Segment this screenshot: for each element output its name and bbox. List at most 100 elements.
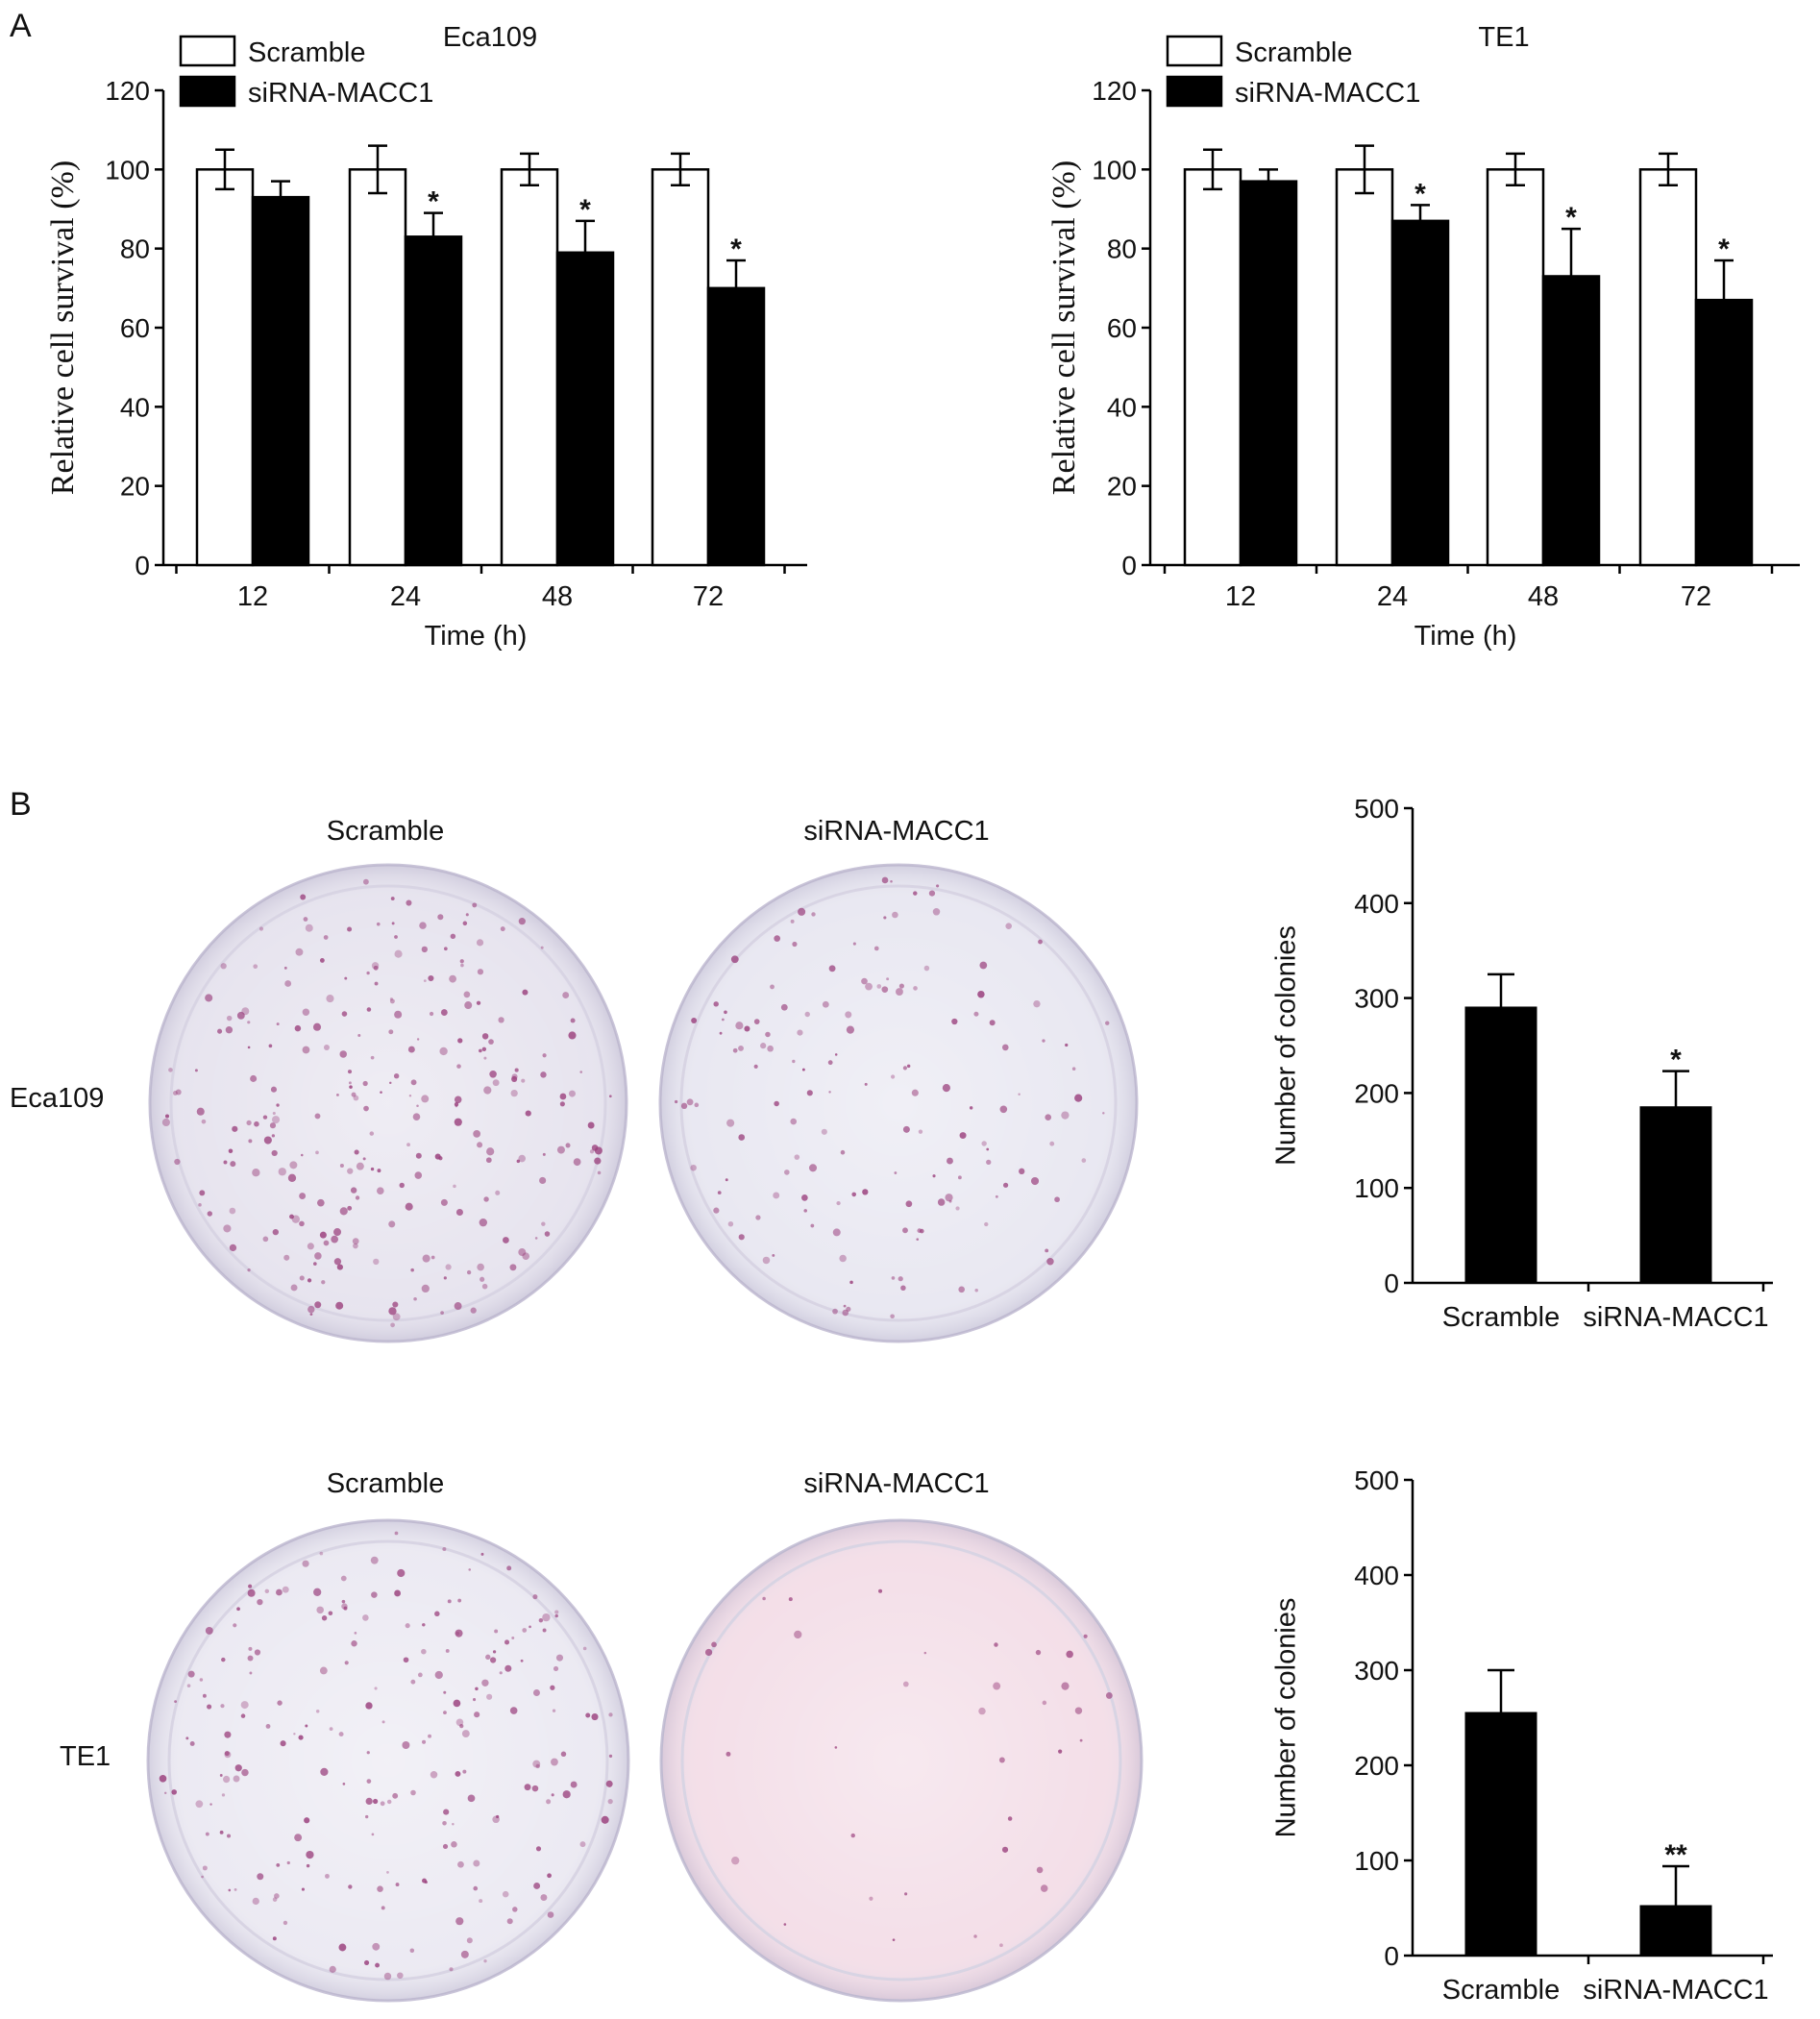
colony-dot [331,1235,339,1243]
colony-dot [217,1028,223,1034]
colony-dot [892,1938,896,1941]
colony-dot [794,1630,802,1639]
colony-dot [485,1654,491,1661]
colony-dot [164,1114,170,1119]
x-axis-label: Time (h) [1414,621,1517,652]
colony-dot [376,922,381,926]
colony-dot [585,1712,591,1718]
colony-dot [891,1276,896,1280]
colony-dot [913,986,918,991]
colony-dot [344,976,348,980]
bar-scramble [348,168,407,567]
y-tick-label: 100 [1092,155,1137,185]
colony-dot [974,1289,978,1293]
colony-dot [413,1296,417,1301]
colony-dot [247,1046,251,1049]
colony-dot [336,1264,343,1270]
colony-dot [529,1625,531,1629]
colony-dot [551,1758,558,1766]
y-tick-label: 500 [1354,1465,1399,1495]
colony-dot [1018,1093,1021,1096]
colony-dot [289,1161,298,1170]
colony-dot [502,1890,509,1898]
y-axis-label: Number of colonies [1271,1598,1302,1838]
colony-dot [828,965,836,973]
colony-dot [328,1611,333,1616]
colony-dot [1001,1044,1009,1051]
colony-dot [790,919,795,923]
colony-dot [223,1224,232,1233]
colony-dot [306,1850,314,1859]
colony-dot [957,1175,962,1180]
colony-dot [236,1607,240,1612]
colony-dot [455,1770,461,1777]
colony-dot [403,1657,409,1663]
x-tick-label: 24 [390,581,421,612]
colony-dot [271,1116,281,1124]
colony-dot [846,1025,855,1034]
colony-dot [873,946,879,951]
colony-dot [222,1775,231,1784]
colony-dot [481,1046,487,1051]
colony-dot [272,1936,277,1941]
colony-dot [442,1546,447,1552]
colony-dot [172,1091,178,1096]
colony-dot [475,1687,479,1691]
colony-dot [806,1090,813,1096]
colony-dot [421,1648,427,1655]
colony-dot [366,1007,372,1012]
colony-dot [958,1286,965,1293]
colony-dot [319,1231,327,1239]
colony-dot [762,1256,771,1265]
colony-dot [430,1255,435,1260]
colony-dot [918,1129,923,1134]
colony-dot [314,1252,322,1260]
colony-dot [546,1799,552,1805]
colony-dot [1046,1258,1054,1266]
colony-dot [286,1860,290,1865]
colony-dot [923,965,930,972]
colony-dot [680,1102,688,1110]
colony-dot [257,1873,264,1881]
colony-dot [998,1757,1005,1763]
colony-dot [547,1873,552,1879]
legend-label: Scramble [1235,37,1353,68]
colony-dot [340,1575,347,1582]
colony-dot [913,891,918,896]
colony-dot [381,1906,385,1910]
colony-dot [890,1314,895,1319]
colony-dot [226,1015,233,1022]
colony-dot [993,1682,1001,1690]
y-tick-label: 20 [1107,472,1137,502]
colony-dot [341,1599,346,1604]
colony-dot [333,1228,342,1237]
colony-dot [477,1263,484,1271]
colony-dot [276,1103,280,1107]
colony-dot [406,899,412,906]
colony-dot [476,1000,481,1005]
colony-dot [228,1888,232,1892]
colony-dot [405,1202,413,1211]
colony-dot [356,1162,364,1170]
colony-dot [570,1781,578,1788]
colony-dot [293,1733,296,1736]
y-tick-label: 400 [1354,1561,1399,1590]
colony-dot [313,1588,322,1596]
colony-dot [454,1102,459,1107]
colony-dot [774,1100,779,1107]
colony-dot [298,1735,304,1740]
colony-dot [416,1104,419,1108]
colony-dot [986,1147,990,1151]
colony-dot [421,1284,430,1293]
colony-dot [459,959,464,964]
colony-dot [570,1018,576,1023]
colony-dot [443,1711,447,1715]
colony-dot [302,1008,310,1016]
colony-dot [447,1599,452,1604]
colony-dot [294,1834,303,1842]
colony-dot [730,955,739,964]
colony-dot [189,1741,195,1746]
colony-dot [573,1158,581,1167]
colony-dot [977,990,985,998]
